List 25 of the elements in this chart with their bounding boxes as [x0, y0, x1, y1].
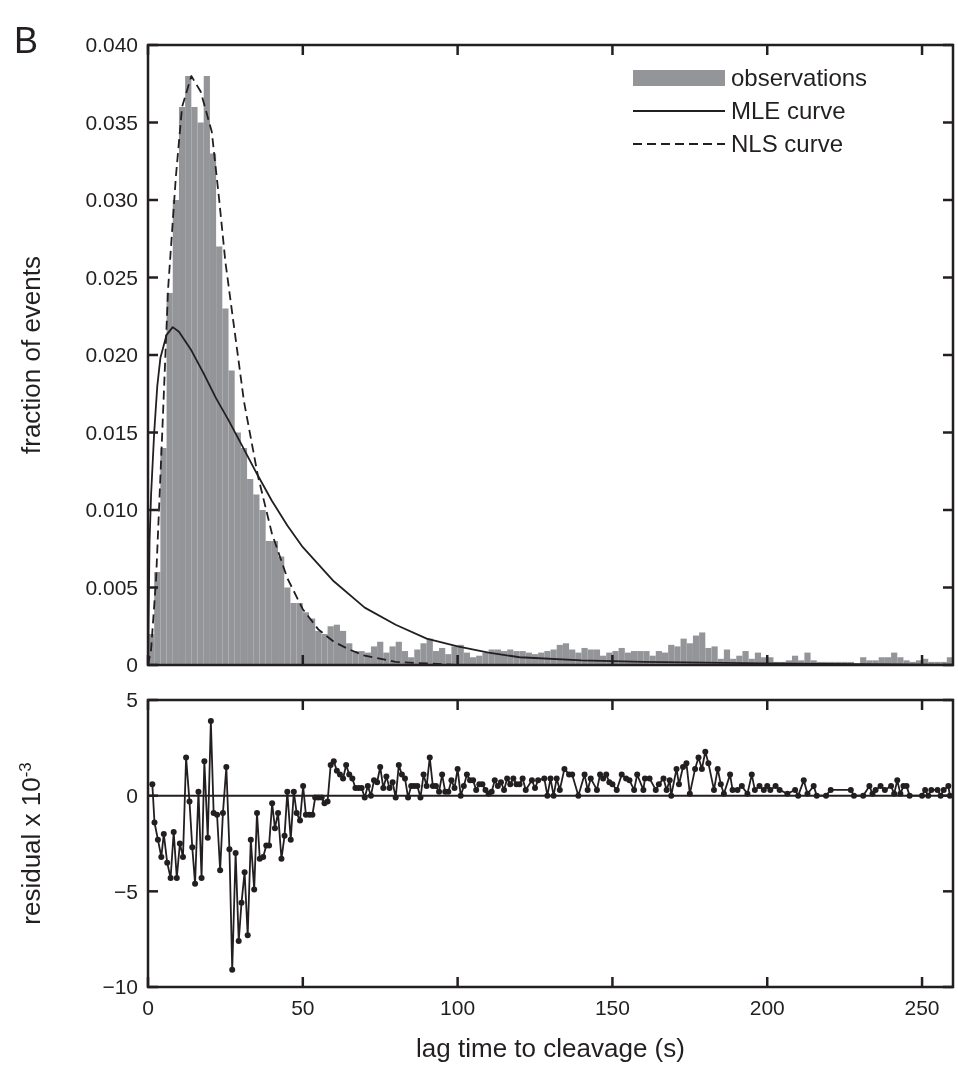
x-tick-label: 100 — [440, 996, 476, 1019]
y-tick-label: 0.010 — [85, 498, 138, 522]
legend-label: observations — [731, 64, 868, 92]
x-tick-label: 150 — [594, 996, 630, 1019]
y-tick-label: 0.030 — [85, 188, 138, 212]
y-tick-label: −5 — [114, 879, 138, 903]
y-tick-label: 5 — [126, 688, 138, 712]
legend-label: MLE curve — [731, 97, 846, 125]
y-tick-label: 0 — [126, 653, 138, 677]
y-tick-label: −10 — [102, 975, 138, 999]
x-axis-title: lag time to cleavage (s) — [416, 1033, 685, 1063]
y-tick-label: 0.040 — [85, 33, 138, 57]
y-tick-label: 0.015 — [85, 420, 138, 444]
x-tick-label: 0 — [142, 996, 154, 1019]
x-tick-label: 50 — [291, 996, 315, 1019]
x-tick-label: 250 — [904, 996, 940, 1019]
x-tick-label: 200 — [749, 996, 785, 1019]
y-tick-label: 0.025 — [85, 265, 138, 289]
y-tick-label: 0.005 — [85, 575, 138, 599]
y-tick-label: 0.035 — [85, 110, 138, 134]
y-tick-label: 0 — [126, 784, 138, 808]
y-tick-label: 0.020 — [85, 343, 138, 367]
y-axis-title: fraction of events — [16, 256, 46, 454]
text: B — [14, 20, 39, 61]
legend-label: NLS curve — [731, 130, 844, 158]
